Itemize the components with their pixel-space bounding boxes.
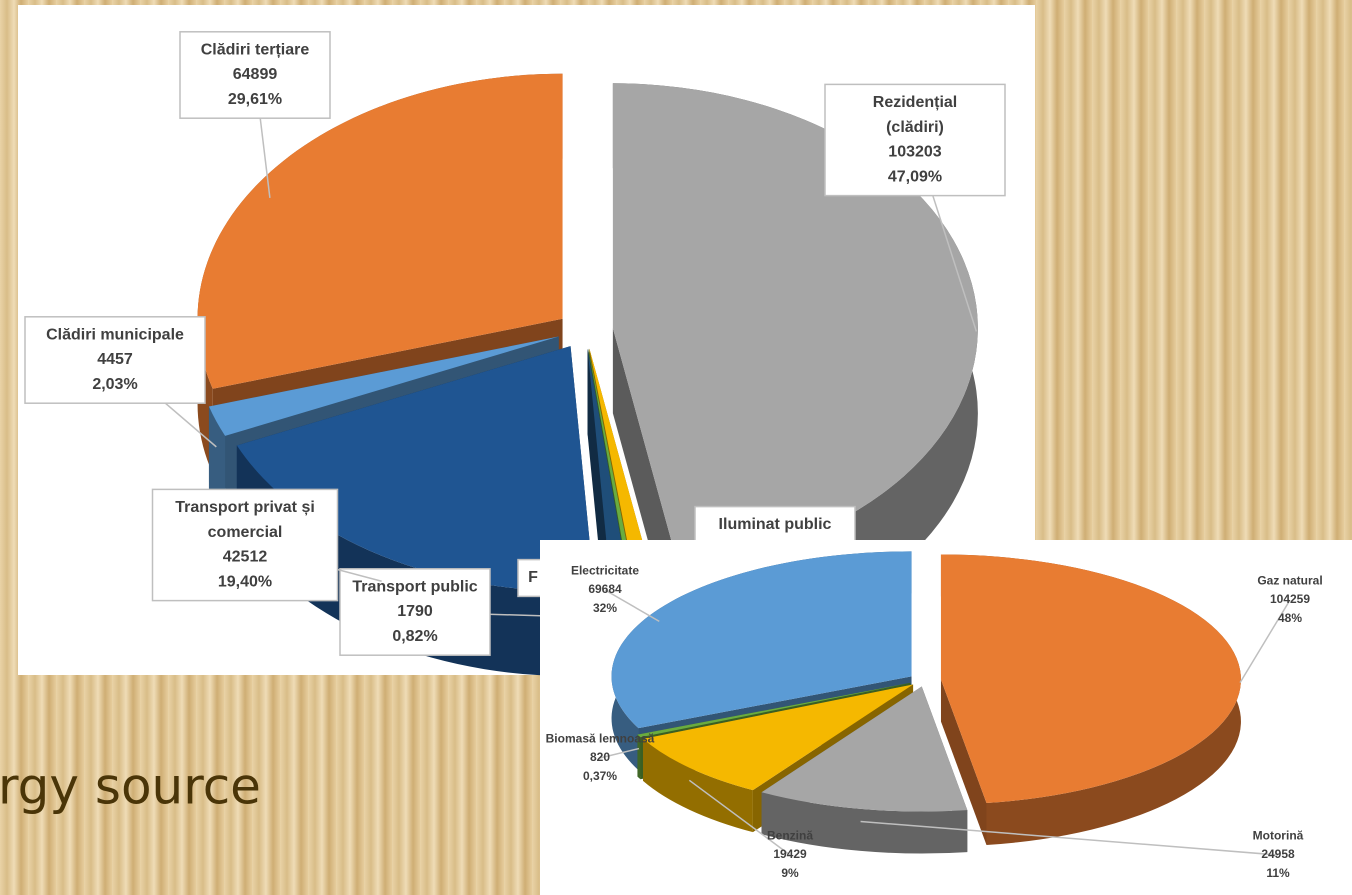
slice-side — [236, 445, 595, 677]
slice-value-label: 820 — [590, 750, 610, 764]
label-box — [151, 488, 339, 602]
leader-line — [1239, 599, 1291, 683]
slice — [643, 684, 914, 791]
slice-side — [761, 792, 968, 854]
slice-value-label: 1790 — [397, 603, 433, 620]
slice-label: Transport public — [352, 578, 477, 595]
slice-value-label: 48% — [1278, 611, 1302, 625]
slice-value-label: 0,37% — [583, 769, 617, 783]
slice — [587, 348, 631, 594]
slice-value-label: 11% — [1266, 866, 1290, 880]
slice — [611, 551, 912, 729]
slice — [588, 348, 637, 592]
slice-value-label: 24958 — [1261, 847, 1295, 861]
slice-label: Iluminat public — [719, 516, 832, 533]
slice — [236, 346, 595, 592]
leader-line — [599, 747, 640, 759]
slice — [208, 336, 559, 436]
leader-line — [860, 820, 1279, 856]
slice-value-label: 104259 — [1270, 592, 1310, 606]
slice-side — [643, 738, 753, 833]
slice-value-label: 19429 — [773, 847, 807, 861]
leader-line — [604, 589, 660, 622]
slice-label: comercial — [208, 524, 283, 541]
slice — [612, 83, 978, 570]
slice-label: Electricitate — [571, 564, 639, 578]
slice-value-label: 103203 — [888, 144, 941, 161]
slice — [940, 554, 1241, 804]
slice-value-label: 9% — [781, 866, 799, 880]
slice-value-label: 64899 — [233, 66, 278, 83]
slice-value-label: 32% — [593, 601, 617, 615]
chart-bottom: Gaz natural 104259 48% Motorină 24958 11% Benz… — [546, 551, 1323, 880]
slice-value-label: 19,40% — [218, 573, 272, 590]
slice — [637, 682, 911, 738]
slice-label: Benzină — [767, 829, 813, 843]
slice-value-label: 69684 — [588, 582, 622, 596]
slice-side — [637, 734, 641, 780]
slide-title: rgy source — [0, 758, 261, 816]
slice-value-label: 0,82% — [392, 628, 437, 645]
slice-label: Rezidențial — [873, 94, 957, 111]
slice-value-label: 47,09% — [888, 168, 942, 185]
slice — [761, 686, 968, 812]
slice-value-label: 42512 — [223, 549, 268, 566]
label-box — [339, 568, 491, 656]
slice-label: Gaz natural — [1257, 574, 1322, 588]
label-box — [694, 505, 856, 545]
slice — [197, 73, 563, 389]
slice-value-label: 2,03% — [92, 376, 137, 393]
slice-label: Motorină — [1253, 829, 1304, 843]
slice-label: (clădiri) — [886, 119, 944, 136]
label-box — [24, 316, 206, 404]
slice-label: Clădiri terțiare — [201, 41, 310, 58]
slice-label: Biomasă lemnoasă — [546, 732, 655, 746]
label-box — [824, 83, 1006, 197]
leader-line — [688, 779, 791, 856]
label-box — [179, 31, 331, 119]
slice — [589, 348, 656, 592]
slice-value-label: 4457 — [97, 351, 133, 368]
slice-label: Transport privat și — [175, 499, 315, 516]
slice-value-label: 29,61% — [228, 91, 282, 108]
slice-label: F — [528, 569, 538, 586]
slice-side — [940, 679, 987, 846]
slice-label: Clădiri municipale — [46, 326, 184, 343]
